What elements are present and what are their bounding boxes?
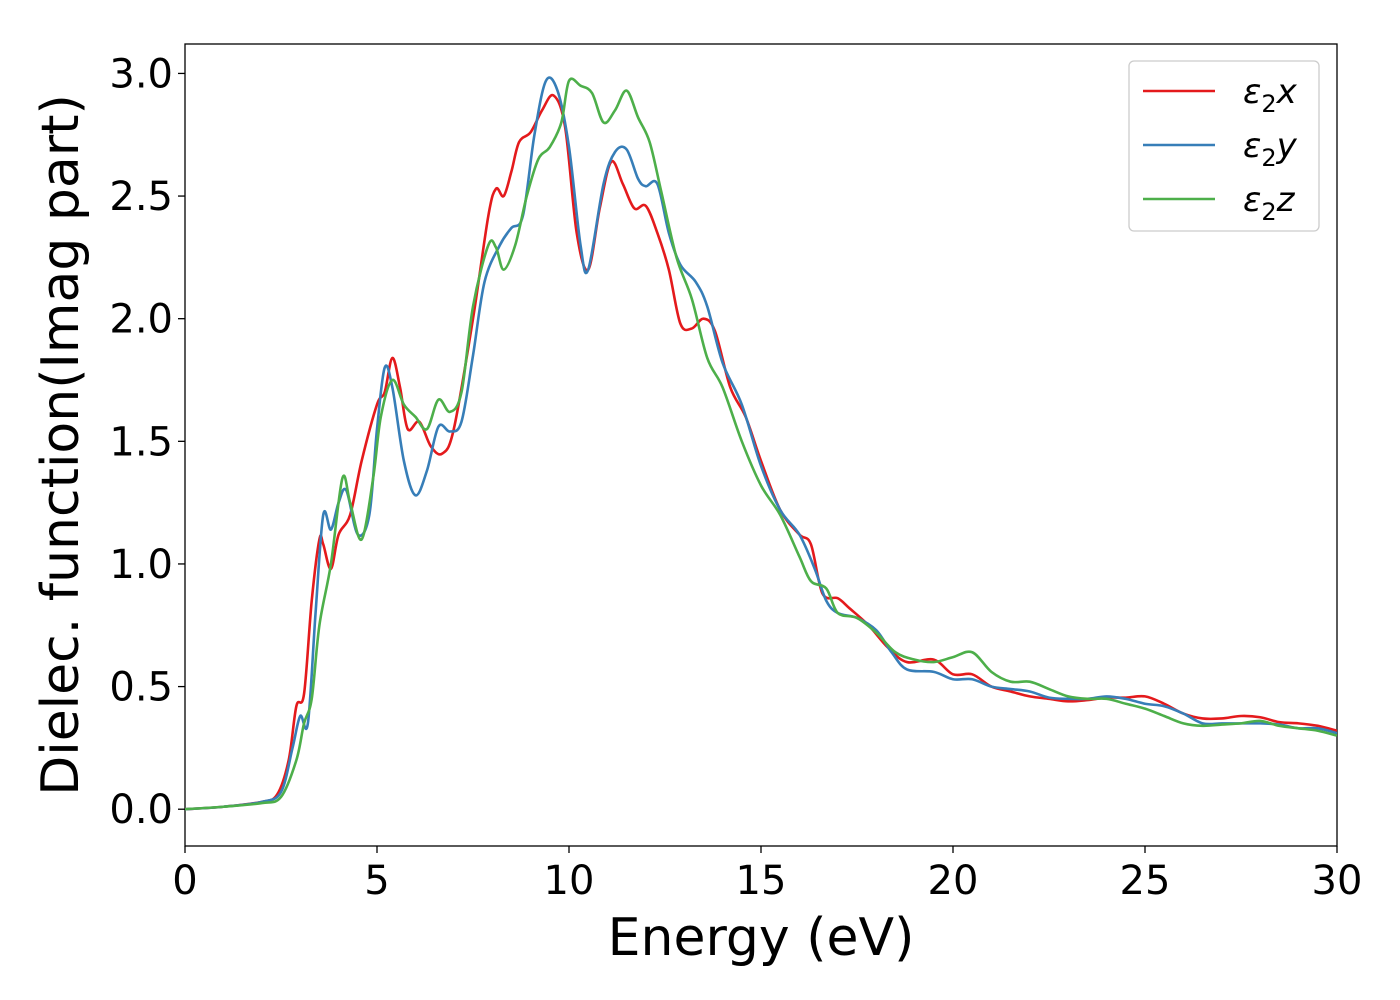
series-line-e2x (185, 93, 1337, 811)
legend-label-subscript: 2 (1261, 144, 1276, 172)
legend-label-subscript: 2 (1261, 90, 1276, 118)
legend-label-suffix: z (1276, 180, 1296, 220)
x-tick-label: 10 (544, 858, 595, 904)
x-tick-label: 30 (1312, 858, 1363, 904)
y-tick-label: 0.0 (109, 787, 173, 833)
legend-label-base: ε (1243, 126, 1261, 166)
legend-label-base: ε (1243, 180, 1261, 220)
y-tick-label: 1.5 (109, 419, 173, 465)
legend-label-subscript: 2 (1261, 198, 1276, 226)
legend-label-suffix: x (1276, 72, 1298, 112)
y-tick-label: 2.5 (109, 174, 173, 220)
legend-label-base: ε (1243, 72, 1261, 112)
x-tick-label: 0 (172, 858, 197, 904)
y-axis-title: Dielec. function(Imag part) (31, 94, 91, 796)
legend-box (1128, 60, 1320, 232)
x-axis-title: Energy (eV) (608, 908, 915, 968)
series-layer (185, 76, 1337, 811)
series-line-e2z (185, 77, 1337, 811)
legend-label-suffix: y (1276, 126, 1298, 166)
legend-label: ε2y (1243, 126, 1298, 172)
legend-label: ε2z (1243, 180, 1296, 226)
x-tick-label: 20 (928, 858, 979, 904)
x-tick-label: 5 (364, 858, 389, 904)
x-tick-label: 15 (736, 858, 787, 904)
y-tick-label: 1.0 (109, 542, 173, 588)
x-tick-label: 25 (1120, 858, 1171, 904)
y-tick-label: 2.0 (109, 297, 173, 343)
y-tick-label: 0.5 (109, 665, 173, 711)
legend-label: ε2x (1243, 72, 1298, 118)
y-tick-label: 3.0 (109, 51, 173, 97)
axes-layer: 0 5 10 15 20 25 30 0.0 0.5 1.0 1.5 2.0 2.5 3.0 (109, 51, 1362, 904)
